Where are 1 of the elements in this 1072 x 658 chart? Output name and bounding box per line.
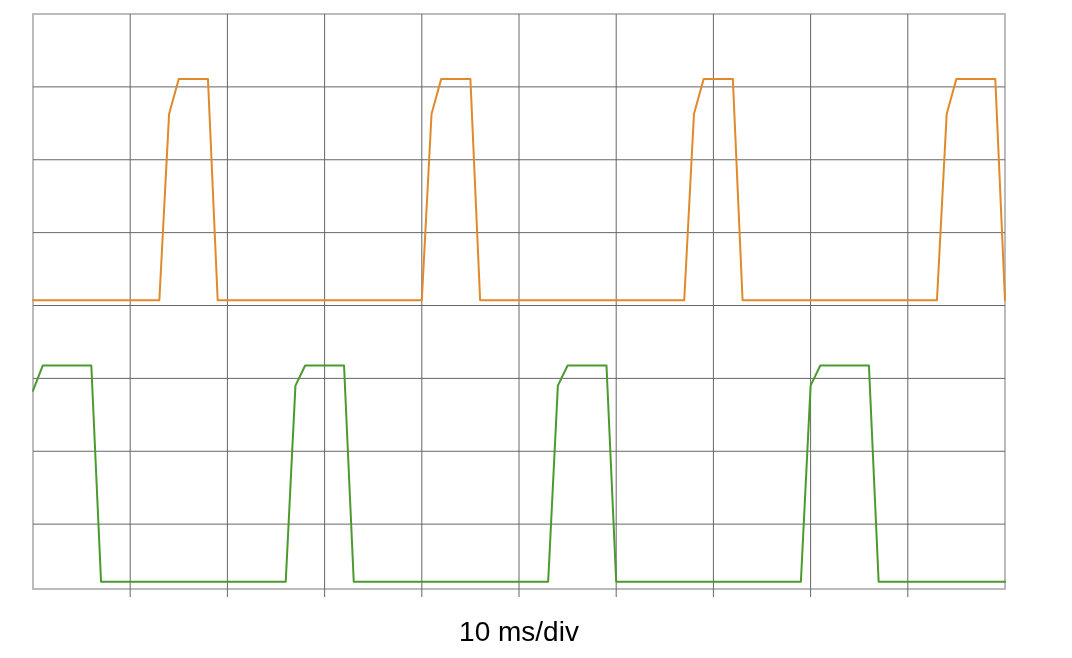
x-axis-title: 10 ms/div — [459, 615, 579, 647]
